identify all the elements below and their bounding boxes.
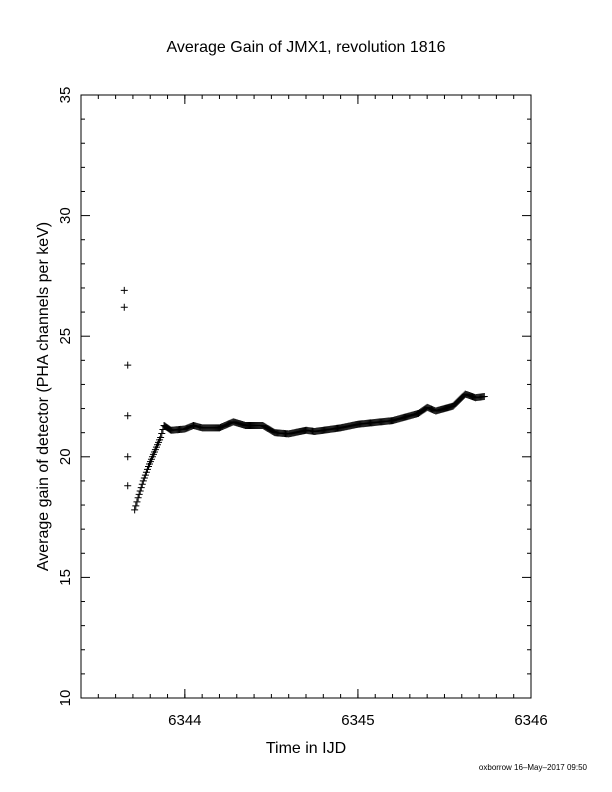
data-point: [157, 434, 165, 442]
data-point: [158, 429, 166, 437]
outlier-point: [124, 361, 132, 369]
data-point: [143, 465, 151, 473]
axis-ticks: [81, 94, 532, 699]
tick-labels: 6344 6345 6346 10 15 20 25 30 35: [57, 87, 548, 729]
data-point: [134, 494, 142, 502]
y-axis-label: Average gain of detector (PHA channels p…: [35, 222, 52, 571]
y-tick-label: 20: [57, 448, 74, 465]
data-point: [135, 490, 143, 498]
data-point: [133, 498, 141, 506]
x-tick-label: 6345: [341, 712, 374, 729]
data-point: [139, 477, 147, 485]
outlier-point: [124, 453, 132, 461]
x-tick-label: 6346: [514, 712, 547, 729]
y-tick-label: 30: [57, 207, 74, 224]
data-point: [480, 393, 488, 400]
data-point: [141, 471, 149, 479]
y-tick-label: 10: [57, 690, 74, 707]
data-point: [131, 506, 139, 514]
data-point: [137, 484, 145, 492]
y-tick-label: 15: [57, 569, 74, 586]
data-point: [140, 474, 148, 482]
y-tick-label: 25: [57, 328, 74, 345]
data-markers: [120, 286, 488, 514]
outlier-point: [124, 482, 132, 490]
data-point: [138, 480, 146, 488]
data-point: [136, 487, 144, 495]
x-tick-label: 6344: [168, 712, 201, 729]
x-axis-label: Time in IJD: [266, 740, 346, 757]
footer-credit: oxborrow 16–May–2017 09:50: [479, 763, 588, 772]
data-point: [142, 468, 150, 476]
outlier-point: [120, 286, 128, 294]
outlier-point: [120, 303, 128, 311]
data-point: [132, 502, 140, 510]
y-tick-label: 35: [57, 87, 74, 104]
chart-title: Average Gain of JMX1, revolution 1816: [167, 39, 446, 56]
outlier-point: [124, 412, 132, 420]
